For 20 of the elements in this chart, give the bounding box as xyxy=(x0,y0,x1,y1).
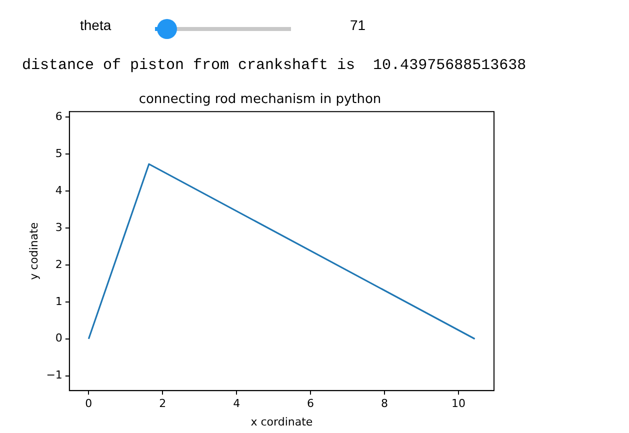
x-tick-label: 8 xyxy=(381,397,388,410)
x-axis-title: x cordinate xyxy=(250,415,313,428)
x-tick-label: 2 xyxy=(159,397,166,410)
x-tick-label: 6 xyxy=(307,397,314,410)
x-tick-label: 4 xyxy=(233,397,240,410)
y-tick-label: 6 xyxy=(55,110,62,123)
text: theta xyxy=(80,17,112,33)
text: 71 xyxy=(350,17,366,33)
y-tick-label: −1 xyxy=(46,368,62,382)
y-tick-label: 0 xyxy=(55,332,62,345)
y-tick-label: 5 xyxy=(55,146,62,160)
y-tick-label: 1 xyxy=(55,294,62,308)
y-tick-label: 3 xyxy=(55,220,62,234)
y-axis-title: y codinate xyxy=(27,222,40,280)
y-tick-label: 2 xyxy=(55,258,62,271)
x-tick-label: 0 xyxy=(85,397,92,410)
x-tick-label: 10 xyxy=(451,397,466,410)
text: distance of piston from crankshaft is 10.43975688513638 xyxy=(22,57,526,74)
chart-title: connecting rod mechanism in python xyxy=(138,92,382,108)
y-tick-label: 4 xyxy=(55,184,62,197)
